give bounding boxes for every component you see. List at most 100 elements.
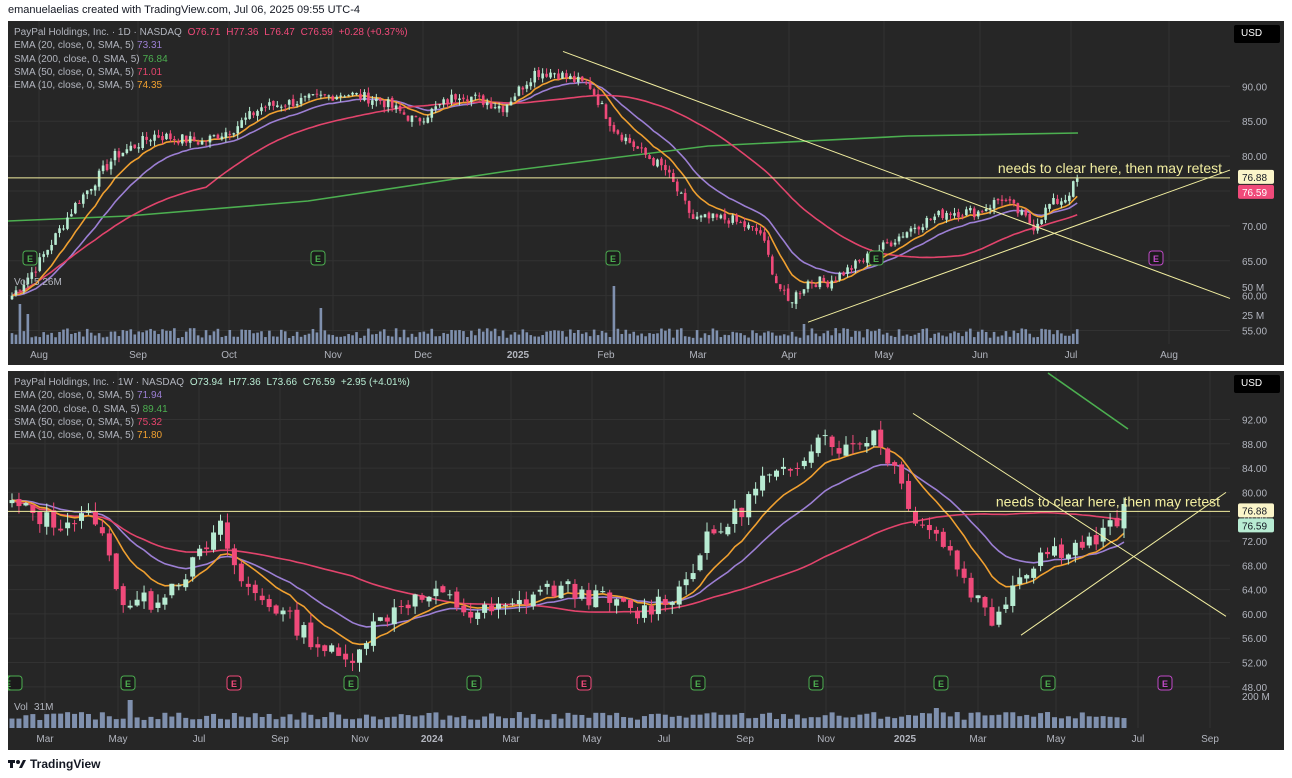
volume-bar — [462, 331, 465, 344]
volume-bar — [433, 712, 439, 728]
volume-bar — [208, 335, 212, 344]
volume-bar — [644, 336, 647, 344]
earnings-marker — [343, 675, 359, 691]
candle-body — [530, 594, 536, 607]
volume-bar — [1071, 333, 1075, 344]
candle-body — [482, 604, 488, 613]
volume-bar — [699, 337, 703, 344]
earnings-marker-label: E — [1045, 679, 1051, 689]
volume-bar — [572, 714, 578, 728]
candle-body — [704, 531, 710, 553]
y-tick-label: 64.00 — [1242, 586, 1267, 597]
candle-body — [329, 645, 335, 652]
volume-tick-label: 25 M — [1242, 311, 1264, 322]
low-value: L76.47 — [264, 27, 295, 38]
candle-body — [846, 267, 849, 274]
y-tick-label: 80.00 — [1242, 152, 1267, 163]
volume-bar — [957, 332, 960, 344]
volume-bar — [442, 332, 445, 344]
volume-bar — [593, 712, 599, 728]
candle-body — [1031, 568, 1037, 578]
earnings-marker-label: E — [873, 254, 879, 264]
volume-bar — [502, 718, 508, 728]
candle-body — [648, 605, 654, 615]
volume-bar — [259, 716, 265, 728]
volume-bar — [521, 329, 525, 344]
candle-body — [1000, 199, 1004, 201]
volume-bar — [933, 708, 939, 728]
volume-bar — [97, 333, 101, 344]
volume-bar — [747, 337, 750, 344]
candle-body — [620, 134, 624, 141]
volume-bar — [925, 328, 929, 344]
volume-bar — [283, 331, 287, 344]
candle-body — [50, 245, 53, 251]
volume-bar — [180, 337, 184, 344]
volume-bar — [308, 714, 314, 728]
candle-body — [600, 591, 606, 593]
volume-bar — [690, 714, 696, 728]
volume-bar — [683, 336, 687, 344]
volume-bar — [30, 714, 36, 728]
candle-body — [982, 596, 988, 608]
candle-body — [561, 72, 564, 79]
candle-body — [155, 602, 161, 608]
volume-bar — [530, 714, 536, 728]
volume-bar — [79, 712, 84, 728]
volume-bar — [426, 333, 430, 344]
volume-bar — [113, 331, 117, 344]
candle-body — [854, 260, 857, 269]
candle-body — [347, 95, 350, 97]
volume-label: Vol — [14, 277, 28, 288]
weekly-chart-svg: needs to clear here, then may retest 92.0… — [8, 371, 1274, 745]
volume-bar — [446, 333, 449, 344]
volume-bar — [322, 717, 328, 728]
candle-body — [604, 104, 608, 119]
volume-bar — [212, 331, 216, 344]
candle-body — [273, 605, 279, 614]
currency-button[interactable]: USD — [1234, 25, 1280, 43]
volume-bar — [739, 333, 742, 344]
candle-body — [26, 277, 30, 285]
candle-body — [755, 227, 758, 232]
weekly-chart-panel[interactable]: PayPal Holdings, Inc. · 1W · NASDAQ O73.… — [8, 371, 1284, 750]
volume-bar — [719, 337, 723, 344]
candle-body — [992, 200, 996, 209]
y-tick-label: 70.00 — [1242, 222, 1267, 233]
daily-chart-panel[interactable]: PayPal Holdings, Inc. · 1D · NASDAQ O76.… — [8, 21, 1284, 365]
volume-bar — [231, 713, 237, 728]
candle-body — [621, 597, 627, 602]
candle-body — [180, 134, 184, 144]
candle-body — [753, 488, 759, 496]
earnings-marker-label: E — [315, 254, 321, 264]
candle-body — [430, 108, 434, 118]
volume-bar — [965, 331, 968, 344]
candle-body — [905, 232, 909, 238]
candle-body — [541, 73, 544, 79]
candle-body — [544, 583, 550, 587]
earnings-marker-label: E — [581, 679, 587, 689]
volume-bar — [240, 329, 243, 344]
candle-body — [252, 112, 255, 116]
candle-body — [120, 586, 126, 606]
candle-body — [996, 611, 1002, 625]
volume-bar — [842, 328, 845, 344]
volume-bar — [1012, 330, 1016, 344]
candle-body — [169, 133, 172, 140]
candle-body — [336, 647, 342, 656]
candle-body — [357, 649, 362, 663]
candle-body — [957, 212, 960, 218]
volume-bar — [1079, 712, 1085, 728]
volume-bar — [707, 335, 711, 344]
candle-body — [1114, 517, 1120, 527]
volume-bar — [301, 712, 307, 728]
candle-body — [113, 553, 119, 590]
currency-button[interactable]: USD — [1234, 375, 1280, 393]
volume-bar — [294, 719, 300, 728]
candle-body — [780, 466, 786, 469]
volume-bar — [899, 716, 905, 728]
volume-bar — [482, 716, 488, 728]
volume-bar — [972, 337, 976, 344]
earnings-marker-label: E — [1162, 679, 1168, 689]
volume-bar — [398, 337, 402, 344]
